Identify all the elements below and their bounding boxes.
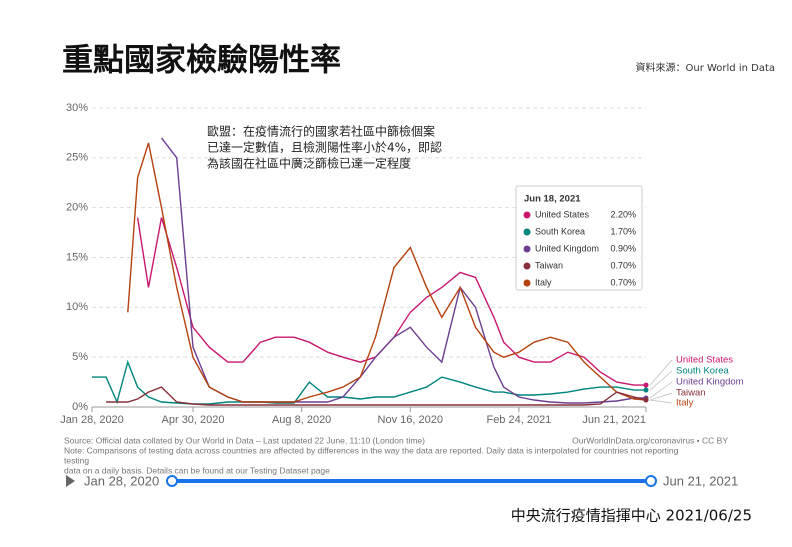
legend-label: United States bbox=[535, 209, 590, 219]
source: Source: Official data collated by Our Wo… bbox=[64, 435, 425, 445]
x-tick-label: Aug 8, 2020 bbox=[272, 414, 331, 426]
legend-label: Italy bbox=[535, 277, 552, 287]
y-tick-label: 30% bbox=[66, 102, 88, 114]
tooltip-value: 0.70% bbox=[610, 260, 636, 270]
series-line bbox=[106, 386, 647, 406]
play-button[interactable] bbox=[66, 475, 75, 487]
legend-swatch bbox=[523, 262, 531, 270]
label-connector bbox=[649, 381, 673, 399]
credit: OurWorldInData.org/coronavirus • CC BY bbox=[572, 435, 728, 445]
end-point bbox=[643, 382, 649, 388]
y-tick-label: 15% bbox=[66, 251, 88, 263]
x-tick-label: Apr 30, 2020 bbox=[162, 414, 225, 426]
legend-swatch bbox=[523, 228, 531, 236]
end-point bbox=[643, 397, 649, 403]
x-tick-label: Feb 24, 2021 bbox=[486, 414, 551, 426]
x-tick-label: Nov 16, 2020 bbox=[378, 414, 443, 426]
annotation: 為該國在社區中廣泛篩檢已達一定程度 bbox=[207, 156, 411, 171]
note: Note: Comparisons of testing data across… bbox=[64, 445, 679, 455]
y-tick-label: 25% bbox=[66, 152, 88, 164]
tooltip-box bbox=[515, 185, 643, 291]
label-connector bbox=[649, 399, 673, 404]
tooltip-date: Jun 18, 2021 bbox=[524, 194, 581, 205]
tooltip-value: 0.90% bbox=[610, 243, 636, 253]
series-label: South Korea bbox=[676, 366, 730, 377]
legend-label: Taiwan bbox=[535, 260, 563, 270]
timeline-handle[interactable] bbox=[166, 475, 178, 487]
series-label: United Kingdom bbox=[676, 377, 744, 388]
series-line bbox=[127, 142, 647, 403]
series-label: United States bbox=[676, 355, 733, 366]
annotation: 已達一定數值，且檢測陽性率小於4%，即認 bbox=[207, 140, 442, 155]
source-label: 資料來源：Our World in Data bbox=[635, 61, 775, 74]
footer: 中央流行疫情指揮中心 2021/06/25 bbox=[511, 507, 752, 525]
tooltip-value: 1.70% bbox=[610, 226, 636, 236]
legend-swatch bbox=[523, 245, 531, 253]
note: data on a daily basis. Details can be fo… bbox=[64, 465, 330, 475]
tooltip-value: 2.20% bbox=[610, 209, 636, 219]
x-tick-label: Jan 28, 2020 bbox=[60, 414, 124, 426]
end-point bbox=[643, 387, 649, 393]
note: testing bbox=[64, 455, 89, 465]
timeline-start: Jan 28, 2020 bbox=[84, 473, 159, 488]
label-connector bbox=[649, 370, 673, 391]
x-tick-label: Jun 21, 2021 bbox=[582, 414, 646, 426]
y-tick-label: 20% bbox=[66, 202, 88, 214]
tooltip: Jun 18, 2021 United States 2.20% South Kore… bbox=[515, 185, 643, 291]
y-tick-label: 0% bbox=[72, 401, 88, 413]
series-line bbox=[92, 359, 646, 405]
chart-title: 重點國家檢驗陽性率 bbox=[62, 43, 341, 79]
y-tick-label: 5% bbox=[72, 351, 88, 363]
label-connector bbox=[649, 392, 673, 401]
legend-swatch bbox=[523, 211, 531, 219]
series-label: Taiwan bbox=[676, 388, 706, 399]
legend-swatch bbox=[523, 279, 531, 287]
timeline-handle[interactable] bbox=[645, 475, 657, 487]
label-connector bbox=[649, 359, 673, 386]
legend-label: United Kingdom bbox=[535, 243, 599, 253]
y-tick-label: 10% bbox=[66, 301, 88, 313]
series-label: Italy bbox=[676, 398, 694, 409]
tooltip-value: 0.70% bbox=[610, 277, 636, 287]
annotation: 歐盟：在疫情流行的國家若社區中篩檢個案 bbox=[207, 124, 435, 139]
legend-label: South Korea bbox=[535, 226, 585, 236]
timeline-end: Jun 21, 2021 bbox=[663, 473, 738, 488]
